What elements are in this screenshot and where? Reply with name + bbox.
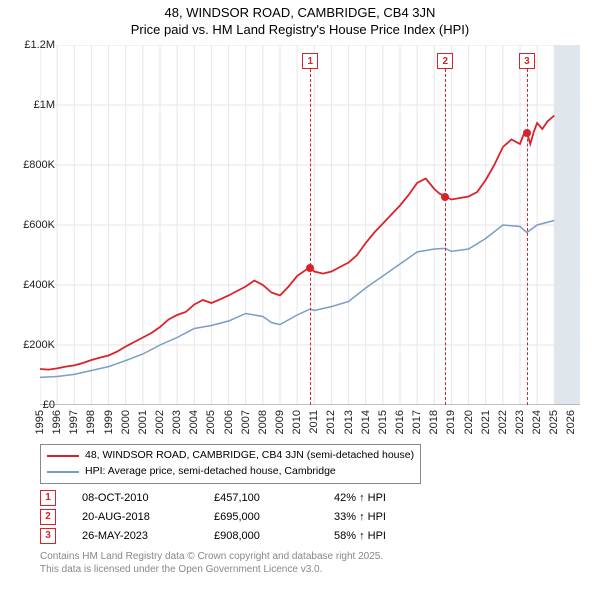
- transaction-marker-line: [310, 69, 311, 405]
- tx-marker-2: 2: [40, 509, 56, 525]
- x-axis-tick-label: 1997: [68, 410, 80, 434]
- legend-label-property: 48, WINDSOR ROAD, CAMBRIDGE, CB4 3JN (se…: [85, 448, 414, 464]
- y-axis-tick-label: £1M: [34, 99, 55, 111]
- x-axis-tick-label: 2006: [223, 410, 235, 434]
- x-axis-tick-label: 2004: [188, 410, 200, 434]
- x-axis-tick-label: 1995: [34, 410, 46, 434]
- tx-date: 20-AUG-2018: [82, 511, 214, 523]
- x-axis-tick-label: 2021: [480, 410, 492, 434]
- transaction-marker-label: 2: [437, 53, 453, 69]
- x-axis-tick-label: 2024: [531, 410, 543, 434]
- x-axis-tick-label: 2013: [343, 410, 355, 434]
- x-axis-tick-label: 2000: [120, 410, 132, 434]
- y-axis-tick-label: £400K: [23, 279, 55, 291]
- transaction-marker-label: 3: [519, 53, 535, 69]
- x-axis-tick-label: 2020: [463, 410, 475, 434]
- x-axis-tick-label: 2017: [411, 410, 423, 434]
- chart-footer: Contains HM Land Registry data © Crown c…: [40, 550, 383, 576]
- tx-date: 26-MAY-2023: [82, 530, 214, 542]
- y-axis-tick-label: £800K: [23, 159, 55, 171]
- tx-price: £457,100: [214, 492, 334, 504]
- transactions-table: 1 08-OCT-2010 £457,100 42% ↑ HPI 2 20-AU…: [40, 488, 386, 545]
- x-axis-tick-label: 2016: [394, 410, 406, 434]
- table-row: 3 26-MAY-2023 £908,000 58% ↑ HPI: [40, 526, 386, 545]
- x-axis-tick-label: 2025: [548, 410, 560, 434]
- x-axis-tick-label: 1998: [85, 410, 97, 434]
- x-axis-tick-label: 1999: [103, 410, 115, 434]
- x-axis-tick-label: 2005: [205, 410, 217, 434]
- transaction-marker-dot: [306, 264, 314, 272]
- tx-price: £695,000: [214, 511, 334, 523]
- legend-item-hpi: HPI: Average price, semi-detached house,…: [47, 464, 414, 480]
- tx-price: £908,000: [214, 530, 334, 542]
- x-axis-tick-label: 2008: [257, 410, 269, 434]
- x-axis-tick-label: 2022: [497, 410, 509, 434]
- legend-swatch-property: [47, 455, 79, 457]
- legend-swatch-hpi: [47, 471, 79, 473]
- x-axis-tick-label: 2014: [360, 410, 372, 434]
- chart-title: 48, WINDSOR ROAD, CAMBRIDGE, CB4 3JN Pri…: [0, 0, 600, 39]
- transaction-marker-line: [445, 69, 446, 405]
- transaction-marker-label: 1: [302, 53, 318, 69]
- chart-legend: 48, WINDSOR ROAD, CAMBRIDGE, CB4 3JN (se…: [40, 444, 421, 484]
- tx-marker-3: 3: [40, 528, 56, 544]
- x-axis-tick-label: 2002: [154, 410, 166, 434]
- x-axis-tick-label: 2018: [428, 410, 440, 434]
- table-row: 2 20-AUG-2018 £695,000 33% ↑ HPI: [40, 507, 386, 526]
- x-axis-tick-label: 2001: [137, 410, 149, 434]
- tx-date: 08-OCT-2010: [82, 492, 214, 504]
- legend-label-hpi: HPI: Average price, semi-detached house,…: [85, 464, 336, 480]
- table-row: 1 08-OCT-2010 £457,100 42% ↑ HPI: [40, 488, 386, 507]
- tx-hpi: 42% ↑ HPI: [334, 492, 386, 504]
- title-line-2: Price paid vs. HM Land Registry's House …: [131, 22, 469, 37]
- x-axis-tick-label: 2019: [445, 410, 457, 434]
- transaction-marker-dot: [523, 129, 531, 137]
- chart-container: 48, WINDSOR ROAD, CAMBRIDGE, CB4 3JN Pri…: [0, 0, 600, 590]
- x-axis-tick-label: 2023: [514, 410, 526, 434]
- title-line-1: 48, WINDSOR ROAD, CAMBRIDGE, CB4 3JN: [165, 5, 436, 20]
- transaction-marker-line: [527, 69, 528, 405]
- x-axis-tick-label: 2009: [274, 410, 286, 434]
- y-axis-tick-label: £200K: [23, 339, 55, 351]
- transaction-marker-dot: [441, 193, 449, 201]
- footer-line-1: Contains HM Land Registry data © Crown c…: [40, 551, 383, 562]
- y-axis-tick-label: £600K: [23, 219, 55, 231]
- x-axis-tick-label: 2012: [325, 410, 337, 434]
- tx-hpi: 58% ↑ HPI: [334, 530, 386, 542]
- x-axis-tick-label: 2026: [565, 410, 577, 434]
- x-axis-tick-label: 2007: [240, 410, 252, 434]
- x-axis-tick-label: 1996: [51, 410, 63, 434]
- tx-marker-1: 1: [40, 490, 56, 506]
- tx-hpi: 33% ↑ HPI: [334, 511, 386, 523]
- footer-line-2: This data is licensed under the Open Gov…: [40, 564, 322, 575]
- x-axis-tick-label: 2010: [291, 410, 303, 434]
- x-axis-tick-label: 2015: [377, 410, 389, 434]
- x-axis-tick-label: 2003: [171, 410, 183, 434]
- legend-item-property: 48, WINDSOR ROAD, CAMBRIDGE, CB4 3JN (se…: [47, 448, 414, 464]
- y-axis-tick-label: £1.2M: [24, 39, 55, 51]
- x-axis-tick-label: 2011: [308, 410, 320, 434]
